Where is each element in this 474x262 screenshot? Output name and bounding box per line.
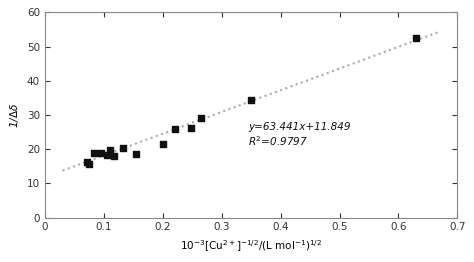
- Text: y=63.441x+11.849
$R^{2}$=0.9797: y=63.441x+11.849 $R^{2}$=0.9797: [248, 122, 351, 148]
- Point: [85, 161, 93, 166]
- Point: [171, 127, 178, 132]
- Point: [197, 116, 205, 120]
- X-axis label: 10$^{-3}$[Cu$^{2+}$]$^{-1/2}$/(L mol$^{-1}$)$^{1/2}$: 10$^{-3}$[Cu$^{2+}$]$^{-1/2}$/(L mol$^{-…: [180, 238, 322, 254]
- Point: [106, 148, 113, 152]
- Point: [83, 160, 91, 164]
- Point: [90, 151, 98, 155]
- Point: [412, 36, 420, 40]
- Point: [110, 154, 118, 158]
- Point: [132, 152, 140, 156]
- Point: [97, 151, 105, 155]
- Y-axis label: 1/$\Delta\delta$: 1/$\Delta\delta$: [9, 102, 21, 128]
- Point: [119, 146, 127, 150]
- Point: [103, 153, 110, 157]
- Point: [159, 142, 166, 146]
- Point: [187, 126, 195, 130]
- Point: [247, 97, 255, 102]
